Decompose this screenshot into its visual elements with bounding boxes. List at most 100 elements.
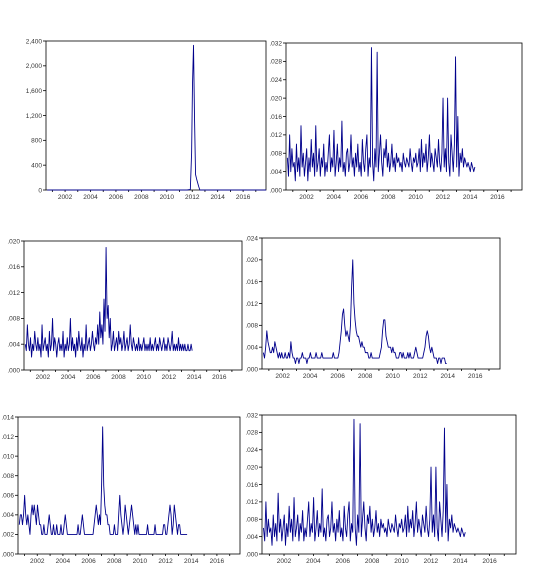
- x-tick-label: 2010: [394, 558, 409, 565]
- y-tick-label: .024: [245, 235, 258, 242]
- x-tick-label: 2016: [212, 374, 227, 381]
- y-tick-label: .004: [245, 534, 258, 541]
- chart-panel-1: 0 400 800 1,200 1,600 2,000 2,400 2002 2004 2006 2…: [26, 38, 267, 201]
- y-tick-label: .004: [269, 169, 282, 176]
- y-tick-label: .008: [269, 151, 282, 158]
- chart-panel-5: .000 .002 .004 .006 .008 .010 .012 .014 2002 2004…: [1, 414, 241, 565]
- series-line: [24, 247, 193, 358]
- series-line: [286, 47, 476, 182]
- x-tick-label: 2004: [83, 194, 98, 201]
- x-tick-label: 2016: [490, 194, 505, 201]
- x-tick-label: 2004: [306, 558, 321, 565]
- x-tick-label: 2016: [482, 558, 497, 565]
- y-tick-label: .016: [269, 114, 282, 121]
- plot-frame: [23, 240, 243, 371]
- x-tick-label: 2014: [440, 373, 455, 380]
- y-tick-label: .000: [7, 367, 20, 374]
- y-tick-label: .008: [1, 473, 14, 480]
- x-tick-label: 2008: [107, 558, 122, 565]
- x-tick-label: 2006: [354, 194, 369, 201]
- y-tick-label: .004: [245, 344, 258, 351]
- y-tick-label: .010: [1, 453, 14, 460]
- x-tick-label: 2008: [381, 194, 396, 201]
- y-tick-label: .008: [7, 316, 20, 323]
- y-tick-label: 2,000: [26, 63, 43, 70]
- x-tick-label: 2008: [134, 194, 149, 201]
- y-tick-label: .020: [245, 257, 258, 264]
- y-tick-label: .020: [7, 238, 20, 245]
- x-tick-label: 2016: [468, 373, 483, 380]
- x-tick-label: 2002: [277, 558, 292, 565]
- x-tick-label: 2014: [463, 194, 478, 201]
- x-tick-label: 2004: [56, 558, 71, 565]
- y-tick-label: .000: [245, 551, 258, 558]
- x-tick-label: 2014: [187, 374, 202, 381]
- x-tick-label: 2004: [327, 194, 342, 201]
- x-tick-label: 2012: [436, 194, 451, 201]
- x-tick-label: 2008: [111, 374, 126, 381]
- x-tick-label: 2016: [236, 194, 251, 201]
- x-tick-label: 2006: [109, 194, 124, 201]
- series-line: [18, 426, 188, 535]
- y-tick-label: .016: [7, 264, 20, 271]
- x-tick-label: 2014: [453, 558, 468, 565]
- y-tick-label: .012: [269, 132, 282, 139]
- y-tick-label: 1,200: [26, 113, 43, 120]
- y-tick-label: 2,400: [26, 38, 43, 45]
- series-line: [262, 259, 447, 364]
- y-tick-label: .012: [7, 290, 20, 297]
- x-tick-label: 2016: [210, 558, 225, 565]
- x-tick-label: 2002: [58, 194, 73, 201]
- y-tick-label: .008: [245, 517, 258, 524]
- y-tick-label: .012: [1, 434, 14, 441]
- chart-panel-4: .000 .004 .008 .012 .016 .020 .024 2002 2004 2006…: [245, 235, 501, 380]
- x-tick-label: 2004: [61, 374, 76, 381]
- x-tick-label: 2006: [330, 373, 345, 380]
- x-tick-label: 2010: [136, 374, 151, 381]
- series-line: [263, 418, 466, 546]
- chart-panel-3: .000 .004 .008 .012 .016 .020 2002 2004 2006 2008…: [7, 238, 243, 381]
- y-tick-label: .008: [245, 323, 258, 330]
- y-tick-label: .020: [245, 464, 258, 471]
- x-tick-label: 2012: [413, 373, 428, 380]
- chart-panel-2: .000 .004 .008 .012 .016 .020 .024 .028 .032 2002…: [269, 40, 523, 201]
- x-tick-label: 2006: [81, 558, 96, 565]
- x-tick-label: 2008: [365, 558, 380, 565]
- x-tick-label: 2002: [299, 194, 314, 201]
- y-tick-label: .000: [245, 366, 258, 373]
- x-tick-label: 2012: [158, 558, 173, 565]
- y-tick-label: .002: [1, 532, 14, 539]
- x-tick-label: 2012: [424, 558, 439, 565]
- y-tick-label: 0: [38, 187, 42, 194]
- x-tick-label: 2010: [385, 373, 400, 380]
- x-tick-label: 2004: [303, 373, 318, 380]
- y-tick-label: .004: [1, 512, 14, 519]
- y-tick-label: .024: [245, 447, 258, 454]
- y-tick-label: .024: [269, 77, 282, 84]
- y-tick-label: .020: [269, 95, 282, 102]
- x-tick-label: 2014: [184, 558, 199, 565]
- x-tick-label: 2006: [86, 374, 101, 381]
- y-tick-label: .012: [245, 301, 258, 308]
- x-tick-label: 2010: [160, 194, 175, 201]
- x-tick-label: 2012: [162, 374, 177, 381]
- y-tick-label: .004: [7, 342, 20, 349]
- x-tick-label: 2002: [30, 558, 45, 565]
- x-tick-label: 2012: [185, 194, 200, 201]
- y-tick-label: 400: [31, 162, 42, 169]
- y-tick-label: .028: [245, 430, 258, 437]
- plot-frame: [45, 40, 267, 191]
- x-tick-label: 2008: [358, 373, 373, 380]
- y-tick-label: .016: [245, 279, 258, 286]
- y-tick-label: .032: [245, 412, 258, 419]
- y-tick-label: .012: [245, 499, 258, 506]
- y-tick-label: 800: [31, 138, 42, 145]
- x-tick-label: 2002: [275, 373, 290, 380]
- y-tick-label: .000: [269, 187, 282, 194]
- series-line: [47, 44, 266, 191]
- x-tick-label: 2006: [336, 558, 351, 565]
- y-tick-label: .016: [245, 482, 258, 489]
- plot-frame: [285, 42, 523, 191]
- x-tick-label: 2014: [210, 194, 225, 201]
